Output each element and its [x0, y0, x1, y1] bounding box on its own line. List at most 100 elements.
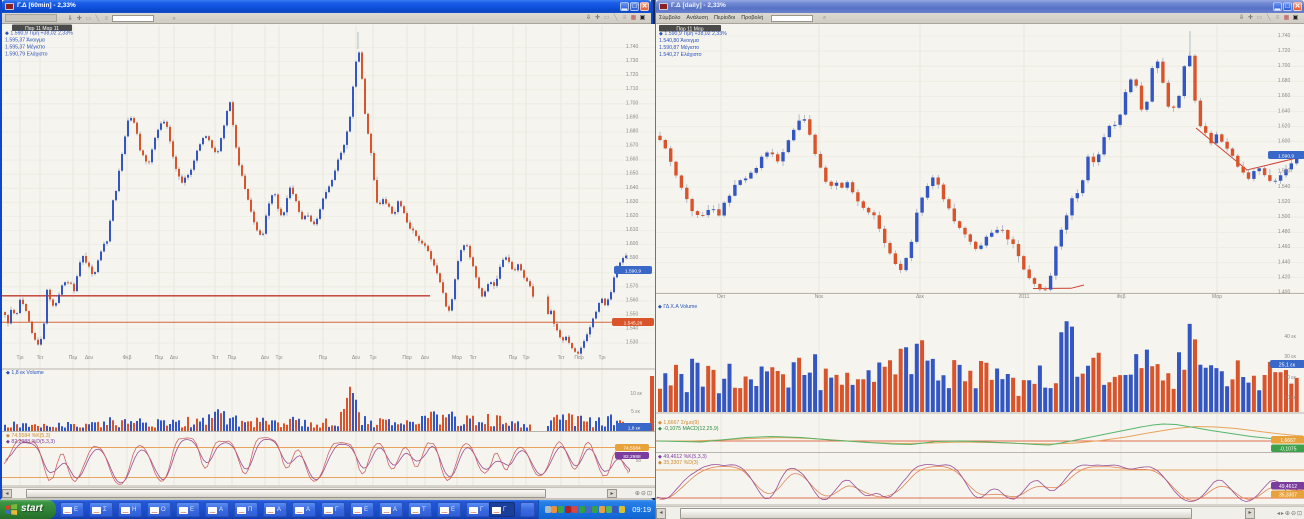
svg-text:1.710: 1.710 — [626, 86, 639, 92]
svg-text:30 εκ: 30 εκ — [1284, 354, 1296, 360]
svg-text:Νοε: Νοε — [815, 294, 824, 300]
svg-text:Τρι: Τρι — [522, 355, 529, 361]
svg-text:1.400: 1.400 — [1278, 290, 1291, 296]
svg-text:◆ 1.590,9 Τιμή +38,02 2,33%: ◆ 1.590,9 Τιμή +38,02 2,33% — [5, 30, 73, 37]
svg-text:1.480: 1.480 — [1278, 229, 1291, 235]
svg-text:1.740: 1.740 — [626, 44, 639, 50]
svg-text:1.620: 1.620 — [1278, 123, 1291, 129]
svg-text:1.680: 1.680 — [626, 128, 639, 134]
svg-text:Τρι: Τρι — [275, 355, 282, 361]
svg-text:Πεμ: Πεμ — [69, 355, 78, 361]
svg-text:1.540,27 Ελάχιστο: 1.540,27 Ελάχιστο — [659, 51, 702, 58]
svg-text:1.660: 1.660 — [626, 157, 639, 163]
svg-text:Οκτ: Οκτ — [717, 294, 725, 300]
svg-text:Τετ: Τετ — [470, 355, 477, 361]
svg-text:20 εκ: 20 εκ — [1284, 375, 1296, 381]
svg-text:25,1 εκ: 25,1 εκ — [1279, 363, 1296, 369]
svg-text:Δεκ: Δεκ — [916, 294, 925, 300]
svg-text:Τρι: Τρι — [369, 355, 376, 361]
svg-text:◆ 1,6667 Σήμα(9): ◆ 1,6667 Σήμα(9) — [658, 419, 699, 426]
svg-text:74,5584: 74,5584 — [623, 446, 641, 452]
svg-text:Δευ: Δευ — [85, 355, 94, 361]
svg-text:1.630: 1.630 — [626, 199, 639, 205]
svg-text:Φεβ: Φεβ — [1116, 294, 1125, 300]
svg-text:1.640: 1.640 — [1278, 108, 1291, 114]
svg-text:1.590,87 Μέγιστο: 1.590,87 Μέγιστο — [659, 44, 699, 51]
svg-text:1.690: 1.690 — [626, 114, 639, 120]
svg-text:1.640: 1.640 — [626, 185, 639, 191]
svg-text:1.590,79 Ελάχιστο: 1.590,79 Ελάχιστο — [5, 51, 48, 58]
svg-text:1.720: 1.720 — [1278, 48, 1291, 54]
svg-text:-0,1075: -0,1075 — [1280, 447, 1297, 453]
svg-text:Παρ 11 Μαρ: Παρ 11 Μαρ — [676, 26, 703, 32]
svg-text:50: 50 — [636, 458, 642, 463]
svg-text:1.590,9: 1.590,9 — [1278, 153, 1294, 159]
svg-text:Τρι: Τρι — [598, 355, 605, 361]
svg-text:Πεμ: Πεμ — [155, 355, 164, 361]
svg-text:1,6667: 1,6667 — [1280, 438, 1296, 444]
svg-text:Φεβ: Φεβ — [122, 355, 131, 361]
svg-text:◆ ΓΔ Χ.Α Volume: ◆ ΓΔ Χ.Α Volume — [658, 304, 697, 310]
svg-text:Τετ: Τετ — [558, 355, 565, 361]
svg-text:1.595,37 Μέγιστο: 1.595,37 Μέγιστο — [5, 44, 45, 51]
svg-text:2011: 2011 — [1019, 294, 1030, 300]
svg-text:1.720: 1.720 — [626, 72, 639, 78]
svg-text:1.600: 1.600 — [1278, 139, 1291, 145]
svg-text:1.540: 1.540 — [626, 326, 639, 332]
svg-text:1.545,26: 1.545,26 — [624, 320, 643, 326]
svg-text:Παρ 11 Μαρ 11: Παρ 11 Μαρ 11 — [25, 26, 59, 32]
svg-text:Δευ: Δευ — [170, 355, 179, 361]
svg-text:1.460: 1.460 — [1278, 244, 1291, 250]
svg-text:1.595,37 Άνοιγμα: 1.595,37 Άνοιγμα — [5, 38, 45, 44]
svg-text:1.620: 1.620 — [626, 213, 639, 219]
svg-text:Μαρ: Μαρ — [1212, 294, 1222, 300]
svg-text:Μαρ: Μαρ — [452, 355, 462, 361]
svg-text:Πεμ: Πεμ — [228, 355, 237, 361]
svg-text:◆ 1.590,9 Τιμή +38,02 2,33%: ◆ 1.590,9 Τιμή +38,02 2,33% — [659, 30, 727, 37]
svg-text:1.600: 1.600 — [626, 241, 639, 247]
svg-text:35,3307: 35,3307 — [1279, 493, 1297, 499]
svg-text:82,2988: 82,2988 — [623, 454, 641, 460]
svg-text:◆ -0,1075 MACD(12,25,9): ◆ -0,1075 MACD(12,25,9) — [658, 426, 719, 432]
svg-text:Πεμ: Πεμ — [509, 355, 518, 361]
svg-text:Τετ: Τετ — [37, 355, 44, 361]
svg-text:Παρ: Παρ — [402, 355, 412, 361]
svg-text:1.680: 1.680 — [1278, 78, 1291, 84]
svg-text:1.570: 1.570 — [626, 283, 639, 289]
svg-text:◆ 35,3307 %D(3): ◆ 35,3307 %D(3) — [658, 460, 699, 466]
svg-text:40 εκ: 40 εκ — [1284, 334, 1296, 340]
svg-text:5 εκ: 5 εκ — [631, 409, 640, 415]
svg-text:Πεμ: Πεμ — [319, 355, 328, 361]
svg-text:Δευ: Δευ — [261, 355, 270, 361]
svg-text:1.550: 1.550 — [626, 311, 639, 317]
svg-text:◆ 82,2988 %D(5,3,3): ◆ 82,2988 %D(5,3,3) — [6, 439, 55, 445]
svg-text:Τετ: Τετ — [212, 355, 219, 361]
svg-text:1.660: 1.660 — [1278, 93, 1291, 99]
svg-text:1.440: 1.440 — [1278, 259, 1291, 265]
svg-text:10 εκ: 10 εκ — [1284, 395, 1296, 401]
svg-text:10 εκ: 10 εκ — [630, 391, 642, 397]
svg-text:1.540,80 Άνοιγμα: 1.540,80 Άνοιγμα — [659, 38, 699, 44]
svg-text:1.530: 1.530 — [626, 340, 639, 346]
svg-text:1.500: 1.500 — [1278, 214, 1291, 220]
svg-text:1.420: 1.420 — [1278, 274, 1291, 280]
svg-text:1.700: 1.700 — [1278, 63, 1291, 69]
svg-text:1.540: 1.540 — [1278, 184, 1291, 190]
svg-text:Τρι: Τρι — [16, 355, 23, 361]
svg-text:Δευ: Δευ — [352, 355, 361, 361]
svg-text:1,8 εκ: 1,8 εκ — [628, 425, 641, 431]
svg-text:1.560: 1.560 — [1278, 169, 1291, 175]
svg-text:Παρ: Παρ — [574, 355, 584, 361]
svg-text:1.590: 1.590 — [626, 255, 639, 261]
svg-text:◆ 74,5584 %K(5,3): ◆ 74,5584 %K(5,3) — [6, 433, 51, 439]
svg-text:1.700: 1.700 — [626, 100, 639, 106]
svg-text:1.520: 1.520 — [1278, 199, 1291, 205]
svg-text:1.670: 1.670 — [626, 143, 639, 149]
svg-text:49,4612: 49,4612 — [1279, 484, 1297, 490]
svg-text:Δευ: Δευ — [421, 355, 430, 361]
svg-text:1.650: 1.650 — [626, 171, 639, 177]
svg-text:◆ 1,8 εκ Volume: ◆ 1,8 εκ Volume — [6, 370, 44, 376]
svg-text:1.730: 1.730 — [626, 58, 639, 64]
svg-text:1.610: 1.610 — [626, 227, 639, 233]
svg-text:1.740: 1.740 — [1278, 33, 1291, 39]
